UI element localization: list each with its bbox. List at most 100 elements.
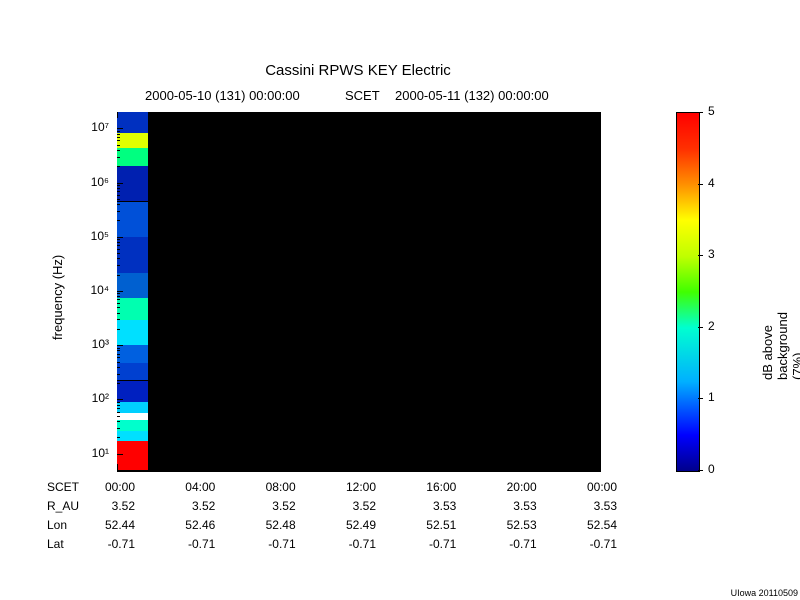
- y-minor-tick: [117, 350, 120, 351]
- y-tick: [593, 237, 599, 238]
- colorbar-tick-label: 1: [708, 390, 715, 404]
- y-minor-tick: [117, 421, 120, 422]
- y-minor-tick: [117, 354, 120, 355]
- x-row-value: 52.44: [85, 518, 135, 532]
- y-minor-tick: [596, 383, 599, 384]
- y-minor-tick: [117, 405, 120, 406]
- y-minor-tick: [117, 428, 120, 429]
- y-minor-tick: [596, 275, 599, 276]
- x-row-value: 3.53: [406, 499, 456, 513]
- y-minor-tick: [596, 145, 599, 146]
- spectrogram-data-band: [117, 402, 148, 413]
- x-row-value: 52.54: [567, 518, 617, 532]
- generation-timestamp: UIowa 20110509: [731, 588, 798, 598]
- y-minor-tick: [596, 367, 599, 368]
- x-row-value: -0.71: [85, 537, 135, 551]
- y-minor-tick: [117, 195, 120, 196]
- y-tick: [593, 291, 599, 292]
- y-minor-tick: [596, 405, 599, 406]
- y-minor-tick: [117, 199, 120, 200]
- y-minor-tick: [117, 416, 120, 417]
- x-row-value: 3.52: [326, 499, 376, 513]
- x-row-value: -0.71: [246, 537, 296, 551]
- x-row-value: 00:00: [85, 480, 135, 494]
- colorbar-tick-label: 0: [708, 462, 715, 476]
- x-tick: [599, 112, 600, 118]
- y-tick-label: 10⁵: [65, 229, 109, 243]
- y-minor-tick: [596, 253, 599, 254]
- y-minor-tick: [596, 137, 599, 138]
- y-minor-tick: [117, 137, 120, 138]
- y-minor-tick: [117, 412, 120, 413]
- x-row-value: 52.51: [406, 518, 456, 532]
- spectrogram-data-band: [117, 148, 148, 166]
- y-minor-tick: [117, 275, 120, 276]
- x-row-value: 12:00: [326, 480, 376, 494]
- spectrogram-data-band: [117, 345, 148, 363]
- y-tick: [117, 183, 123, 184]
- x-tick: [197, 464, 198, 470]
- y-minor-tick: [596, 354, 599, 355]
- y-minor-tick: [596, 134, 599, 135]
- y-minor-tick: [596, 299, 599, 300]
- y-tick: [593, 399, 599, 400]
- x-row-value: 3.53: [487, 499, 537, 513]
- y-minor-tick: [117, 402, 120, 403]
- y-tick-label: 10²: [65, 391, 109, 405]
- y-tick: [117, 291, 123, 292]
- y-minor-tick: [117, 367, 120, 368]
- y-minor-tick: [596, 195, 599, 196]
- y-minor-tick: [596, 416, 599, 417]
- y-minor-tick: [117, 150, 120, 151]
- spectrogram-figure: Cassini RPWS KEY Electric 2000-05-10 (13…: [0, 0, 800, 600]
- y-minor-tick: [117, 245, 120, 246]
- y-minor-tick: [117, 188, 120, 189]
- x-row-value: -0.71: [487, 537, 537, 551]
- y-minor-tick: [117, 239, 120, 240]
- y-minor-tick: [596, 242, 599, 243]
- y-minor-tick: [596, 303, 599, 304]
- colorbar-label: dB above background (7%): [760, 312, 800, 380]
- spectrogram-data-band: [117, 112, 148, 133]
- colorbar-tick: [698, 255, 703, 256]
- colorbar-tick-label: 5: [708, 104, 715, 118]
- y-minor-tick: [596, 157, 599, 158]
- y-minor-tick: [596, 191, 599, 192]
- y-tick: [117, 454, 123, 455]
- y-tick-label: 10⁷: [65, 120, 109, 134]
- y-minor-tick: [117, 258, 120, 259]
- y-minor-tick: [117, 357, 120, 358]
- spectrogram-plot: [117, 112, 601, 472]
- y-minor-tick: [596, 188, 599, 189]
- x-tick: [197, 112, 198, 118]
- colorbar-tick: [698, 398, 703, 399]
- y-minor-tick: [117, 211, 120, 212]
- y-minor-tick: [117, 313, 120, 314]
- y-minor-tick: [596, 199, 599, 200]
- y-minor-tick: [596, 150, 599, 151]
- y-minor-tick: [117, 145, 120, 146]
- x-tick: [519, 464, 520, 470]
- subtitle-start-time: 2000-05-10 (131) 00:00:00: [145, 88, 300, 103]
- x-row-value: 00:00: [567, 480, 617, 494]
- y-minor-tick: [596, 374, 599, 375]
- x-row-value: 04:00: [165, 480, 215, 494]
- spectrogram-data-band: [117, 133, 148, 147]
- y-tick: [117, 237, 123, 238]
- colorbar-tick: [698, 112, 703, 113]
- x-row-value: -0.71: [326, 537, 376, 551]
- y-minor-tick: [596, 211, 599, 212]
- y-minor-tick: [596, 140, 599, 141]
- y-minor-tick: [596, 249, 599, 250]
- y-minor-tick: [596, 319, 599, 320]
- x-tick: [358, 464, 359, 470]
- colorbar-tick-label: 4: [708, 176, 715, 190]
- colorbar-tick: [698, 184, 703, 185]
- x-row-value: 16:00: [406, 480, 456, 494]
- subtitle-end-time: 2000-05-11 (132) 00:00:00: [395, 88, 549, 103]
- y-minor-tick: [117, 293, 120, 294]
- y-minor-tick: [117, 307, 120, 308]
- y-minor-tick: [117, 191, 120, 192]
- x-row-value: 3.53: [567, 499, 617, 513]
- x-row-value: 08:00: [246, 480, 296, 494]
